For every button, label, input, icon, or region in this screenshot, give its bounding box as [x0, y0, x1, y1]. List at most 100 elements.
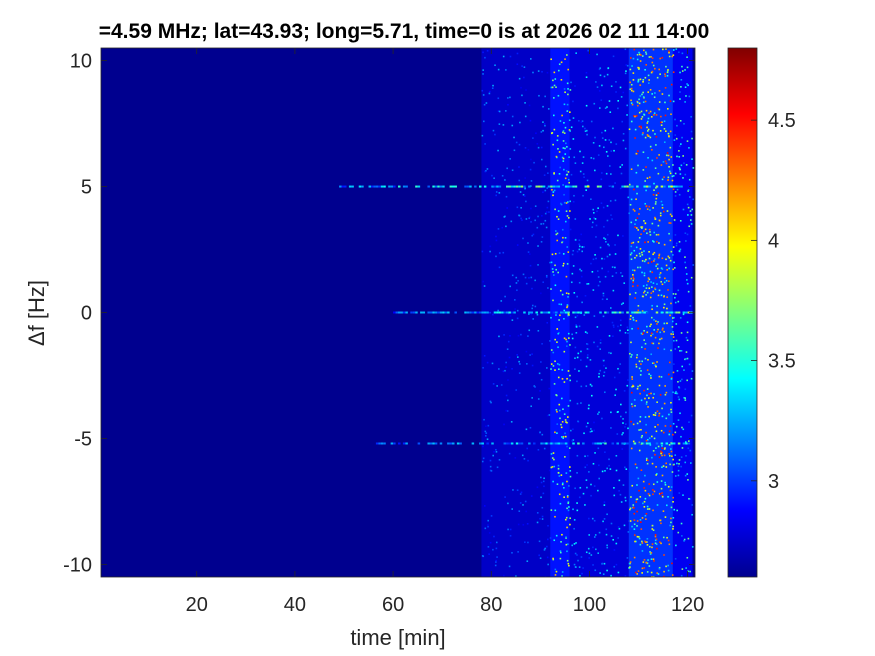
speckle: [529, 354, 531, 356]
speckle: [553, 458, 555, 461]
trace-segment: [547, 185, 551, 188]
speckle: [545, 226, 548, 229]
speckle: [561, 293, 564, 296]
trace-segment: [540, 185, 543, 188]
speckle: [642, 151, 645, 154]
speckle: [678, 145, 681, 147]
speckle: [685, 240, 687, 242]
speckle: [482, 51, 484, 54]
speckle: [665, 130, 667, 132]
speckle: [560, 203, 563, 206]
speckle: [580, 359, 582, 361]
speckle: [625, 468, 628, 470]
trace-segment: [668, 311, 671, 314]
speckle: [604, 391, 606, 394]
speckle: [636, 58, 639, 61]
speckle: [561, 114, 563, 117]
speckle: [534, 205, 537, 207]
speckle: [643, 291, 645, 294]
speckle: [548, 469, 551, 472]
speckle: [636, 466, 638, 469]
trace-segment: [341, 185, 345, 188]
speckle: [601, 84, 603, 87]
speckle: [542, 480, 545, 483]
speckle: [561, 241, 563, 244]
speckle: [637, 78, 640, 81]
speckle: [505, 69, 507, 71]
speckle: [659, 130, 662, 132]
trace-segment: [469, 311, 472, 314]
trace-segment: [501, 311, 504, 314]
speckle: [587, 282, 590, 285]
speckle: [641, 517, 644, 519]
speckle: [640, 399, 643, 402]
speckle: [673, 363, 675, 365]
speckle: [529, 119, 532, 122]
speckle: [579, 486, 582, 489]
speckle: [600, 178, 603, 181]
speckle: [604, 440, 606, 442]
speckle: [482, 366, 484, 369]
speckle: [683, 396, 686, 399]
speckle: [666, 504, 668, 507]
speckle: [576, 380, 578, 383]
speckle: [645, 205, 648, 208]
speckle: [569, 517, 572, 520]
speckle: [653, 319, 655, 321]
trace-segment: [380, 185, 384, 188]
speckle: [686, 203, 689, 206]
speckle: [672, 517, 675, 519]
trace-segment: [643, 442, 646, 445]
speckle: [682, 313, 685, 316]
speckle: [630, 87, 633, 90]
speckle: [562, 130, 565, 132]
speckle: [639, 95, 642, 97]
speckle: [573, 519, 576, 521]
speckle: [527, 541, 529, 544]
speckle: [690, 214, 693, 216]
trace-segment: [393, 311, 396, 314]
speckle: [657, 328, 659, 331]
speckle: [672, 317, 674, 319]
speckle: [675, 244, 678, 247]
trace-segment: [670, 442, 673, 445]
speckle: [511, 124, 514, 127]
speckle: [650, 558, 653, 561]
speckle: [551, 268, 554, 270]
speckle: [672, 268, 674, 271]
speckle: [560, 61, 563, 64]
trace-segment: [464, 311, 467, 314]
speckle: [619, 363, 622, 365]
speckle: [631, 525, 633, 528]
speckle: [509, 285, 512, 288]
speckle: [581, 301, 583, 304]
speckle: [689, 449, 692, 452]
trace-segment: [591, 442, 595, 445]
trace-segment: [670, 311, 673, 314]
speckle: [646, 562, 649, 565]
speckle: [684, 266, 687, 269]
speckle: [671, 320, 674, 323]
colorbar-ticks: 33.544.5: [751, 110, 796, 493]
speckle: [664, 425, 667, 427]
speckle: [617, 571, 620, 574]
trace-segment: [672, 185, 676, 188]
trace-segment: [371, 185, 374, 188]
speckle: [559, 557, 562, 560]
speckle: [576, 250, 579, 253]
speckle: [676, 155, 678, 158]
speckle: [565, 210, 568, 213]
speckle: [630, 391, 633, 394]
speckle: [596, 326, 599, 328]
speckle: [558, 252, 561, 254]
trace-segment: [668, 185, 671, 188]
speckle: [658, 90, 661, 92]
speckle: [659, 272, 662, 274]
speckle: [659, 394, 662, 396]
speckle: [557, 464, 560, 467]
speckle: [550, 509, 553, 511]
speckle: [632, 440, 635, 443]
speckle: [632, 385, 635, 388]
speckle: [615, 542, 618, 545]
